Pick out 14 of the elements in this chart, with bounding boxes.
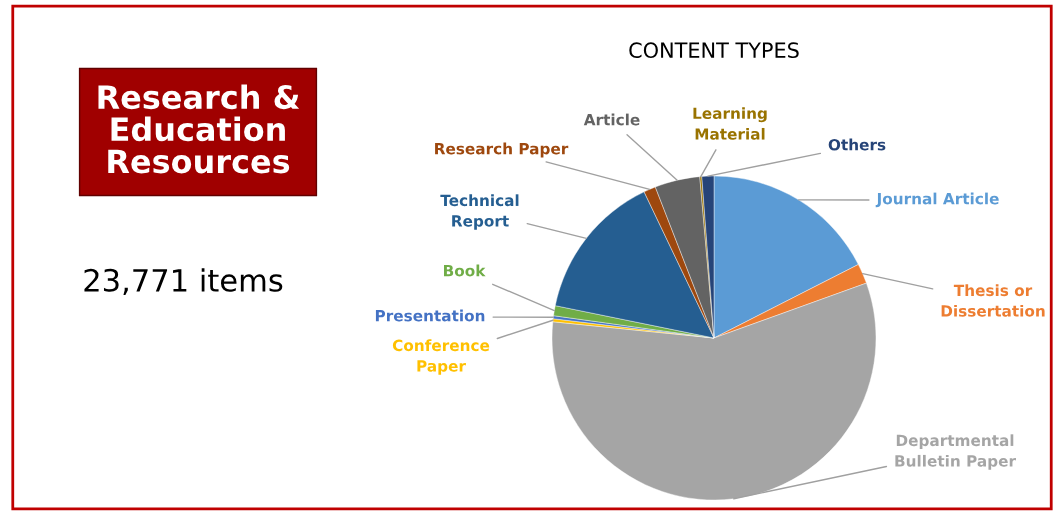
slice-label: Research Paper [435, 142, 569, 158]
slice-label: Article [583, 113, 640, 126]
slice-label: Thesis or Dissertation [941, 284, 1045, 317]
slice-label: Learning Material [693, 107, 767, 140]
chart-title: CONTENT TYPES [629, 42, 799, 59]
slice-label: Technical Report [440, 194, 519, 230]
slice-label: Journal Article [875, 192, 999, 208]
text: 23,771 items [84, 268, 283, 295]
slice-label: Book [444, 264, 486, 277]
slice-label: Departmental Bulletin Paper [895, 434, 1016, 470]
slice-label: Conference Paper [392, 339, 490, 375]
slice-label: Presentation [375, 309, 485, 322]
slice-label: Others [828, 138, 886, 151]
text: Research & Education Resources [98, 84, 300, 174]
